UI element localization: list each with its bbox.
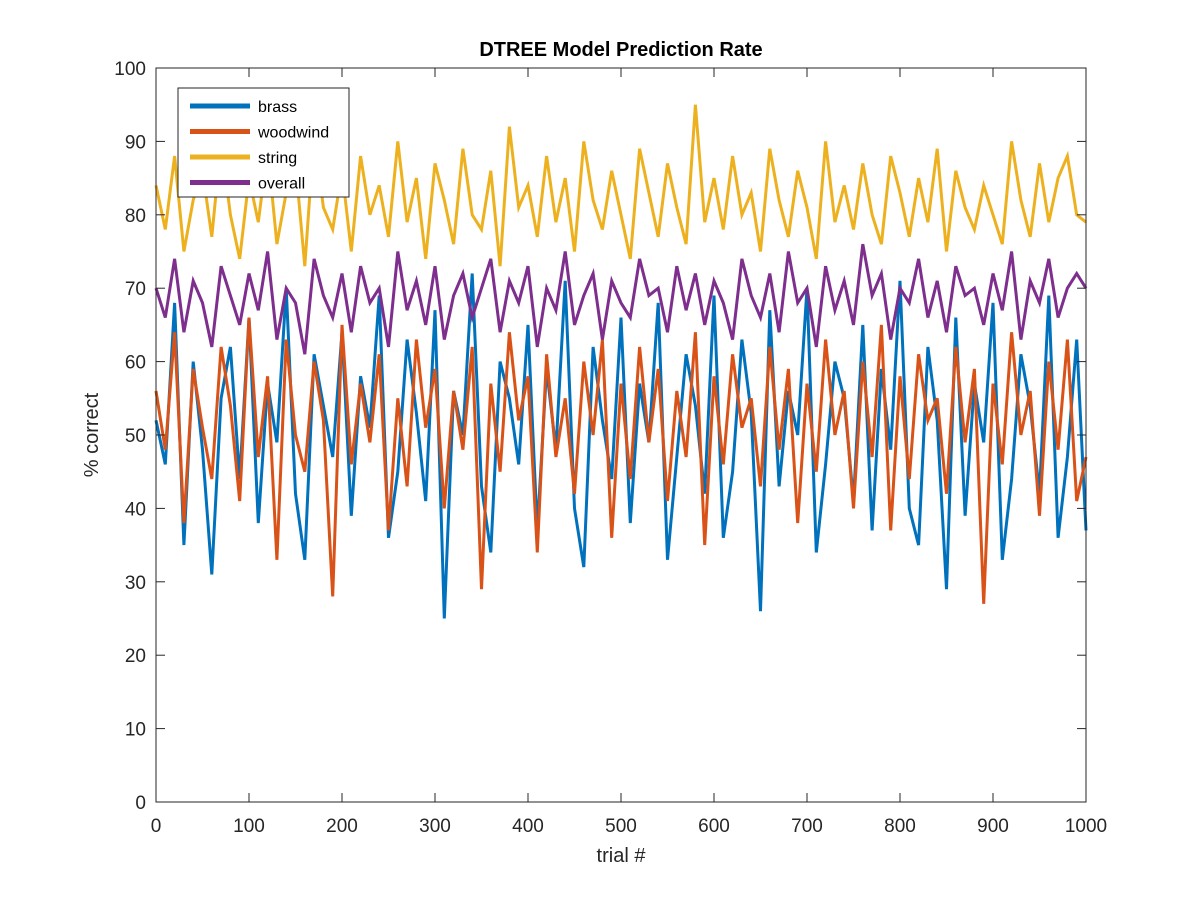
x-tick-label: 1000 bbox=[1065, 816, 1107, 837]
series-layer bbox=[154, 104, 1088, 619]
x-tick-label: 300 bbox=[419, 816, 451, 837]
y-tick-label: 80 bbox=[125, 206, 146, 227]
x-tick-label: 400 bbox=[512, 816, 544, 837]
x-tick-label: 100 bbox=[233, 816, 265, 837]
series-line-overall bbox=[154, 243, 1088, 355]
x-tick-label: 500 bbox=[605, 816, 637, 837]
chart-title: DTREE Model Prediction Rate bbox=[479, 39, 762, 61]
legend-label-woodwind: woodwind bbox=[257, 125, 329, 142]
series-line-brass bbox=[154, 273, 1088, 619]
x-tick-label: 800 bbox=[884, 816, 916, 837]
x-tick-label: 0 bbox=[151, 816, 162, 837]
x-axis-label: trial # bbox=[597, 845, 647, 867]
legend-label-string: string bbox=[258, 150, 297, 167]
y-axis: 0 10 20 30 40 50 60 70 80 90 100 bbox=[114, 59, 1086, 814]
y-tick-label: 20 bbox=[125, 646, 146, 667]
x-axis: 0 100 200 300 400 500 600 700 800 900 1000 bbox=[151, 68, 1107, 837]
y-tick-label: 60 bbox=[125, 353, 146, 374]
y-tick-label: 10 bbox=[125, 720, 146, 741]
y-tick-label: 50 bbox=[125, 426, 146, 447]
x-tick-label: 200 bbox=[326, 816, 358, 837]
y-tick-label: 100 bbox=[114, 59, 146, 80]
y-tick-label: 90 bbox=[125, 132, 146, 153]
legend-label-brass: brass bbox=[258, 99, 297, 116]
x-tick-label: 700 bbox=[791, 816, 823, 837]
legend-label-overall: overall bbox=[258, 176, 305, 193]
y-tick-label: 70 bbox=[125, 279, 146, 300]
y-axis-label: % correct bbox=[81, 392, 103, 477]
y-tick-label: 0 bbox=[135, 793, 146, 814]
legend: brass woodwind string overall bbox=[177, 87, 350, 198]
y-tick-label: 30 bbox=[125, 573, 146, 594]
y-tick-label: 40 bbox=[125, 499, 146, 520]
x-tick-label: 600 bbox=[698, 816, 730, 837]
x-tick-label: 900 bbox=[977, 816, 1009, 837]
series-line-woodwind bbox=[154, 317, 1088, 604]
